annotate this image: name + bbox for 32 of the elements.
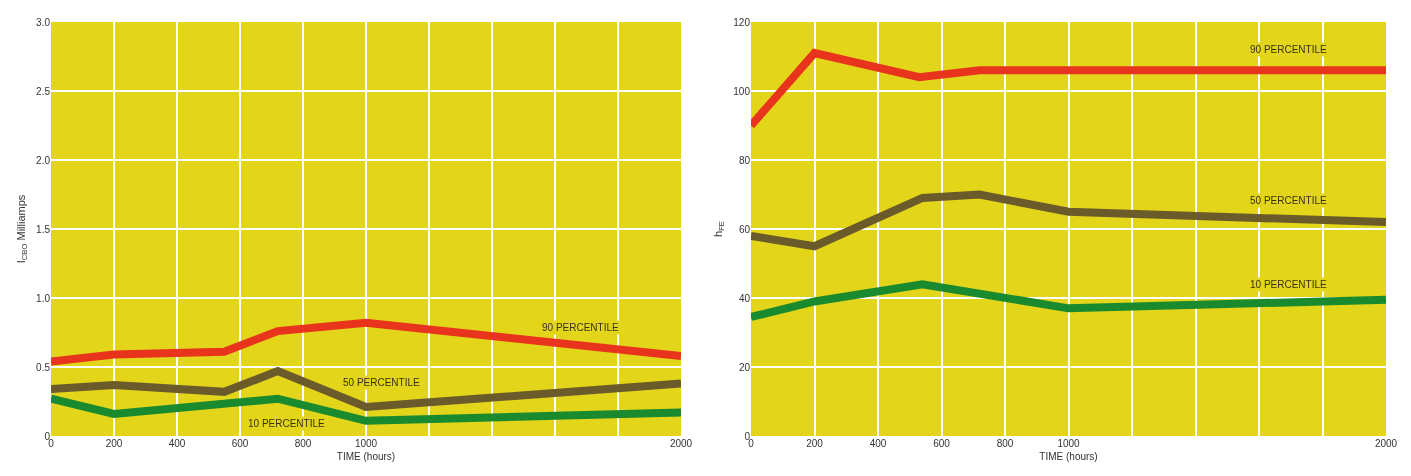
x-tick-label: 200 (806, 438, 824, 449)
y-tick-label: 1.0 (36, 292, 51, 304)
y-tick-label: 100 (733, 85, 751, 97)
x-tick-label: 200 (105, 438, 123, 449)
y-tick-label: 80 (738, 154, 751, 166)
annotation: 10 PERCENTILE (248, 418, 326, 429)
x-tick-label: 1000 (1057, 438, 1081, 449)
y-tick-label: 120 (733, 16, 751, 28)
x-axis-title: TIME (hours) (1039, 450, 1098, 462)
x-tick-label: 600 (231, 438, 249, 449)
y-tick-label: 60 (738, 223, 751, 235)
y-tick-label: 2.0 (36, 154, 51, 166)
x-tick-label: 800 (996, 438, 1014, 449)
x-tick-label: 400 (869, 438, 887, 449)
annotation: 90 PERCENTILE (542, 322, 620, 333)
x-tick-label: 600 (933, 438, 951, 449)
annotation: 50 PERCENTILE (1250, 195, 1328, 206)
x-axis-title: TIME (hours) (336, 450, 396, 462)
y-tick-label: 20 (738, 361, 751, 373)
x-tick-label: 800 (294, 438, 312, 449)
x-tick-label: 400 (168, 438, 186, 449)
y-tick-label: 1.5 (36, 223, 51, 235)
y-tick-label: 40 (738, 292, 751, 304)
y-tick-label: 0.5 (36, 361, 51, 373)
annotation: 10 PERCENTILE (1250, 279, 1328, 290)
annotation: 50 PERCENTILE (343, 377, 421, 388)
y-tick-label: 3.0 (36, 16, 51, 28)
x-tick-label: 2000 (1374, 438, 1398, 449)
annotation: 90 PERCENTILE (1250, 44, 1328, 55)
x-tick-label: 2000 (669, 438, 693, 449)
x-tick-label: 1000 (354, 438, 378, 449)
y-tick-label: 2.5 (36, 85, 51, 97)
